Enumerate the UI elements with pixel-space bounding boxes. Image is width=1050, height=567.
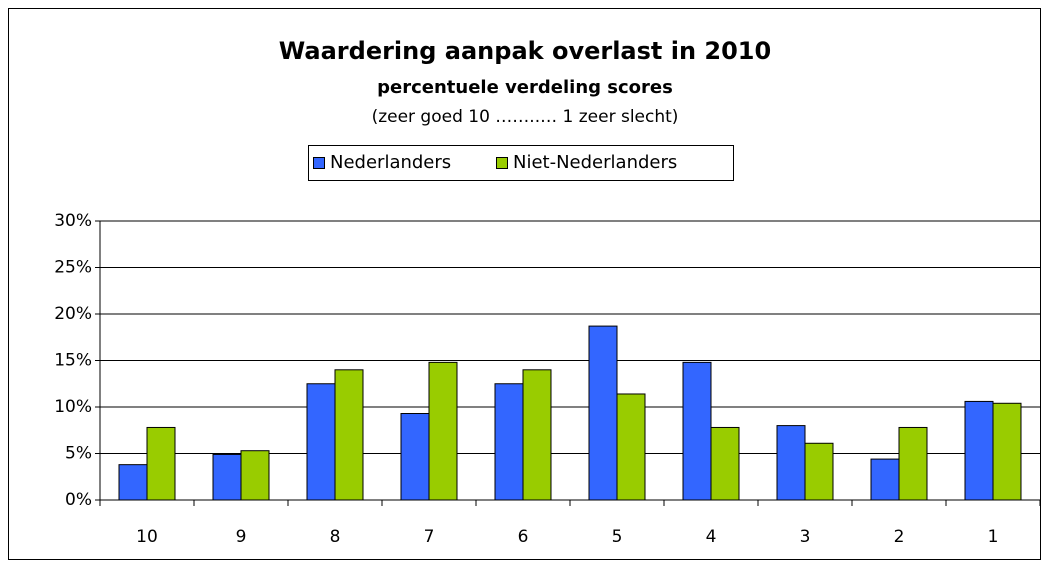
bar [710, 426, 740, 501]
bar [428, 361, 458, 501]
x-tick-label: 5 [612, 527, 623, 547]
bar [588, 325, 618, 501]
chart-title: Waardering aanpak overlast in 2010 [279, 37, 771, 65]
y-tick-label: 10% [54, 397, 92, 417]
y-tick-label: 15% [54, 351, 92, 371]
legend-swatch [313, 157, 325, 169]
bar [682, 361, 712, 501]
y-tick-label: 5% [65, 444, 92, 464]
y-tick-label: 20% [54, 304, 92, 324]
bar [870, 458, 900, 501]
legend-label: Nederlanders [330, 152, 451, 173]
bar [146, 426, 176, 501]
bar [306, 383, 336, 501]
bar [898, 426, 928, 501]
legend-label: Niet-Nederlanders [513, 152, 677, 173]
bar [964, 400, 994, 501]
legend-swatch [496, 157, 508, 169]
y-tick-label: 0% [65, 490, 92, 510]
chart-annotation: (zeer goed 10 ……..… 1 zeer slecht) [372, 107, 679, 127]
bar [240, 450, 270, 501]
x-tick-label: 9 [236, 527, 247, 547]
chart-subtitle: percentuele verdeling scores [377, 77, 673, 98]
x-tick-label: 3 [800, 527, 811, 547]
x-tick-label: 4 [706, 527, 717, 547]
bar [992, 402, 1022, 501]
y-tick-label: 30% [54, 211, 92, 231]
bar [334, 369, 364, 501]
y-tick-label: 25% [54, 258, 92, 278]
x-tick-label: 7 [424, 527, 435, 547]
bar [522, 369, 552, 501]
x-tick-label: 8 [330, 527, 341, 547]
bar [212, 453, 242, 501]
legend-frame [308, 145, 734, 181]
bar [616, 393, 646, 501]
bar [400, 413, 430, 501]
x-tick-label: 10 [136, 527, 158, 547]
bar [776, 425, 806, 501]
bar [118, 464, 148, 501]
x-tick-label: 6 [518, 527, 529, 547]
x-tick-label: 1 [988, 527, 999, 547]
x-tick-label: 2 [894, 527, 905, 547]
bar [494, 383, 524, 501]
bar [804, 442, 834, 501]
